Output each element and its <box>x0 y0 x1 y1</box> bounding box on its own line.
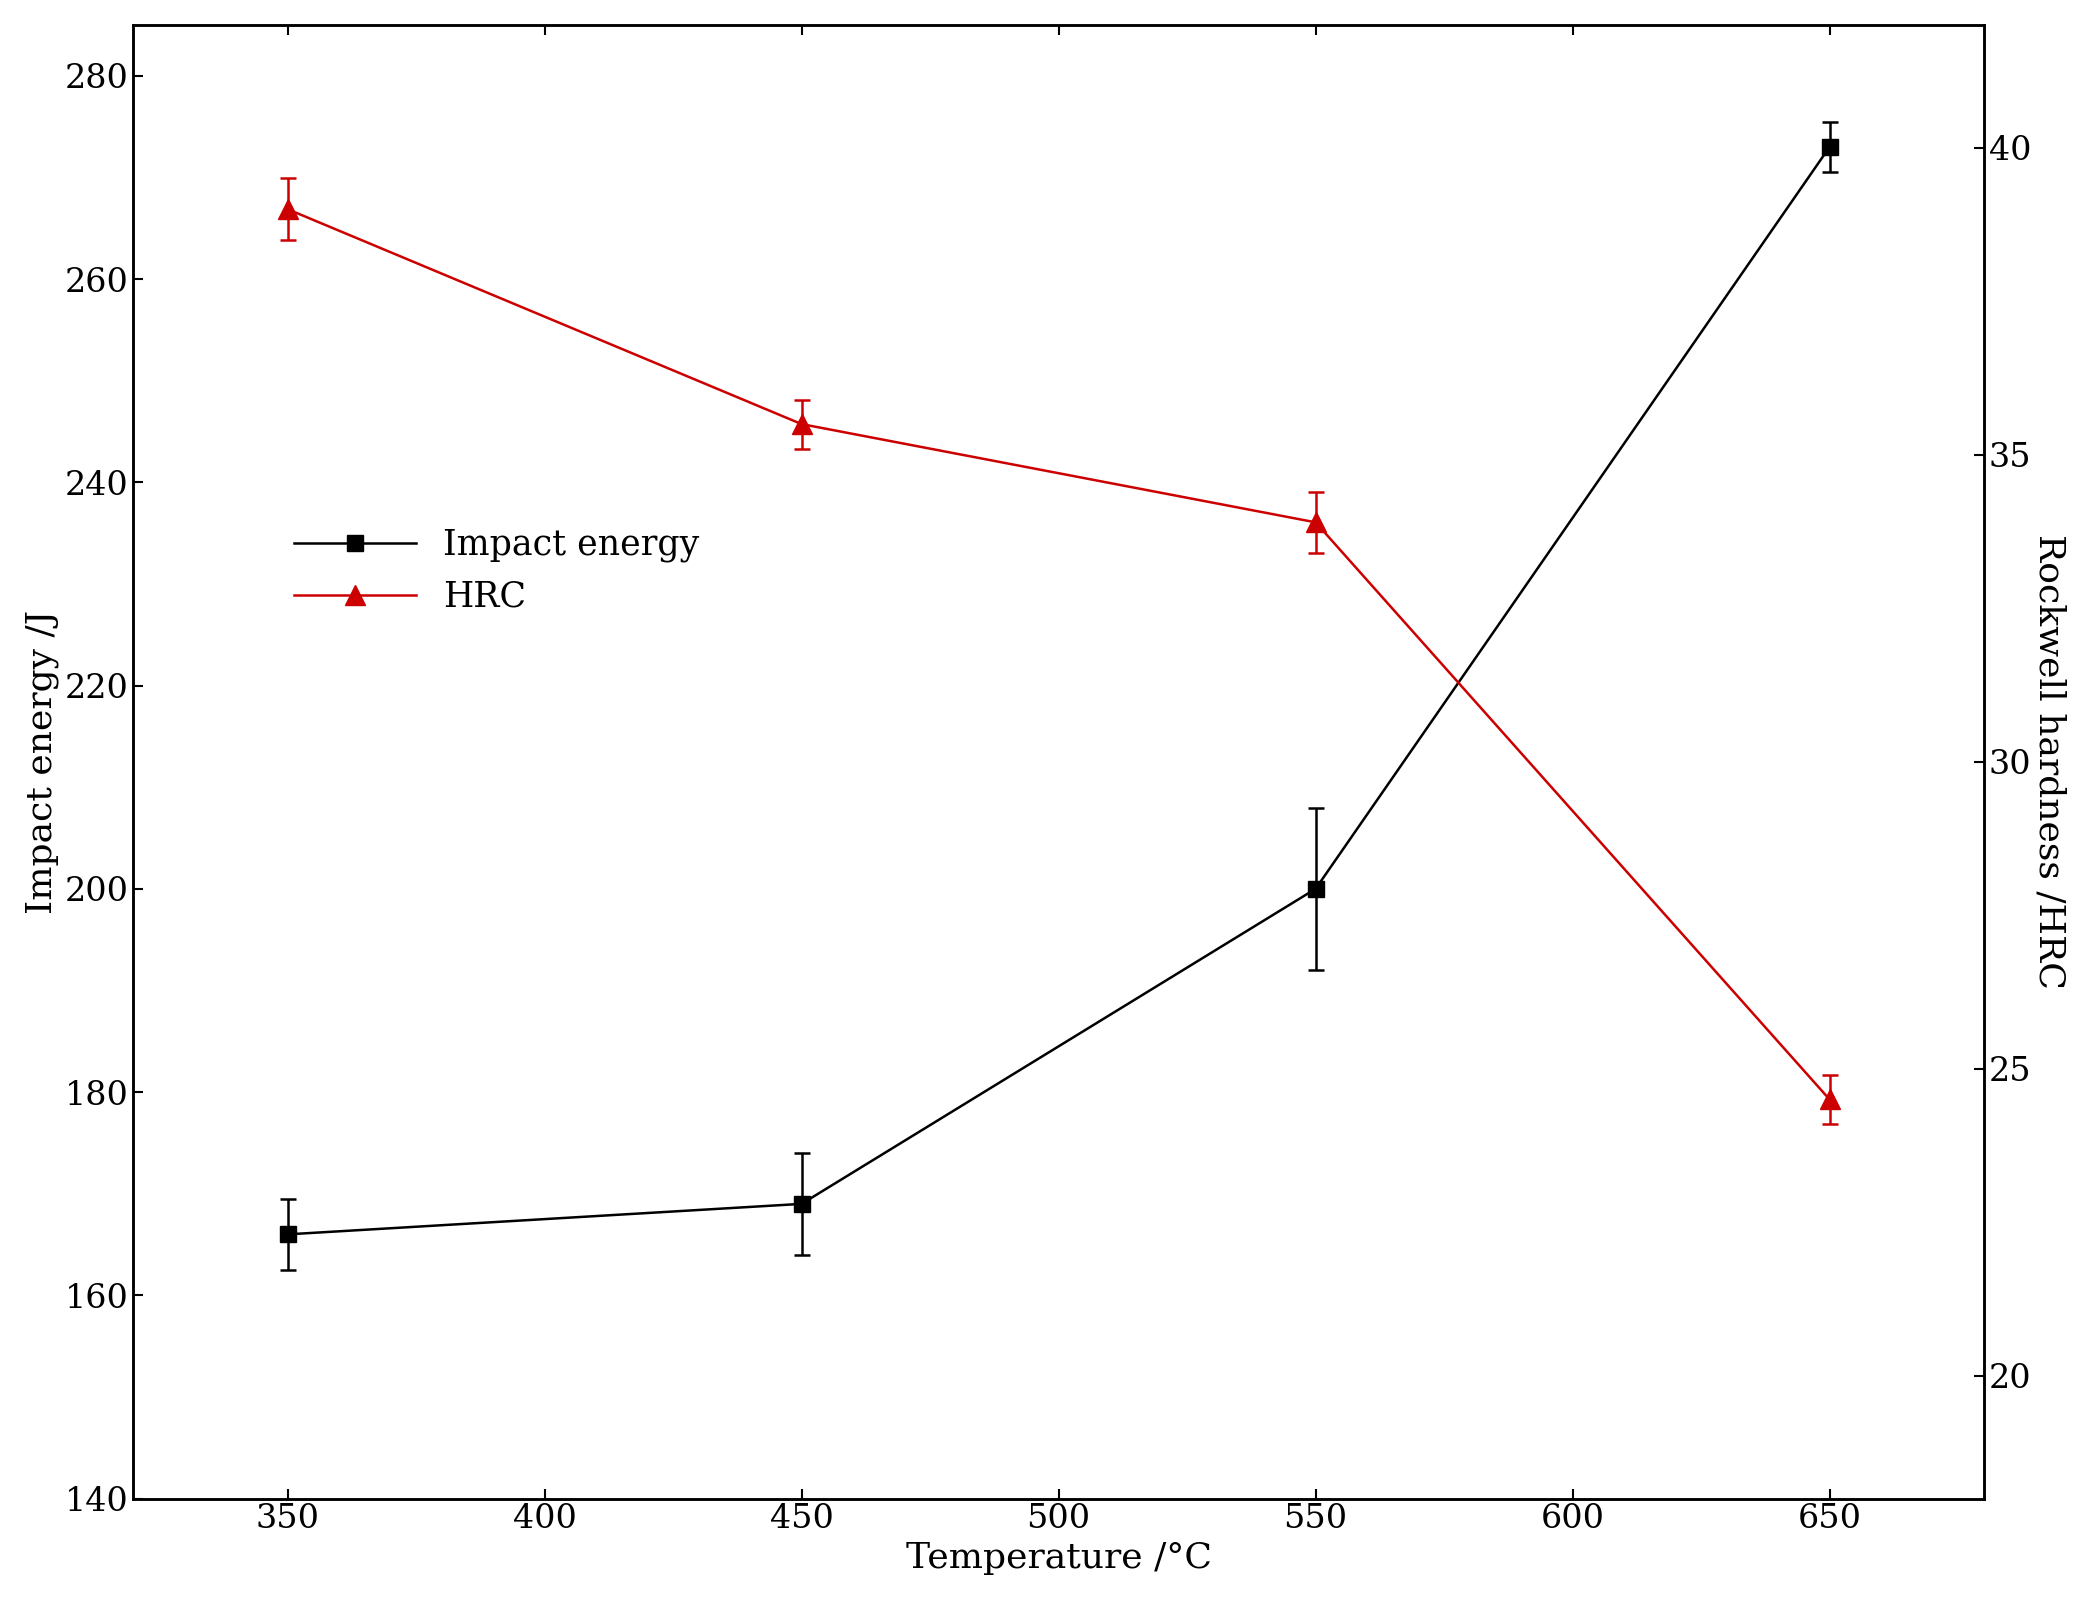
Y-axis label: Impact energy /J: Impact energy /J <box>25 610 59 914</box>
Legend: Impact energy, HRC: Impact energy, HRC <box>280 514 713 627</box>
Y-axis label: Rockwell hardness /HRC: Rockwell hardness /HRC <box>2032 534 2066 989</box>
X-axis label: Temperature /°C: Temperature /°C <box>905 1541 1211 1574</box>
